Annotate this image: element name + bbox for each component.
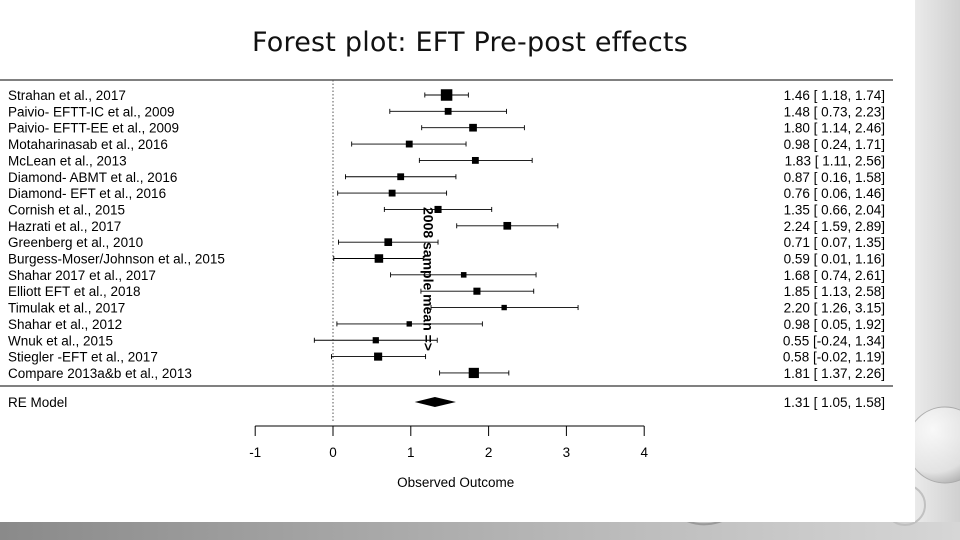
x-tick-label: 1: [407, 445, 415, 460]
point-estimate: [468, 367, 479, 379]
study-label: McLean et al., 2013: [8, 153, 127, 168]
study-label: Diamond- EFT et al., 2016: [8, 186, 166, 201]
study-label: Strahan et al., 2017: [8, 88, 126, 103]
point-estimate: [374, 352, 383, 361]
ci-value: 1.80 [ 1.14, 2.46]: [784, 121, 885, 136]
study-label: Paivio- EFTT-IC et al., 2009: [8, 104, 175, 119]
ci-value: 1.48 [ 0.73, 2.23]: [784, 104, 885, 119]
x-axis-title: Observed Outcome: [397, 475, 514, 490]
ci-value: 0.71 [ 0.07, 1.35]: [784, 235, 885, 250]
slide-title: Forest plot: EFT Pre-post effects: [252, 27, 688, 58]
ci-value: 1.35 [ 0.66, 2.04]: [784, 202, 885, 217]
point-estimate: [406, 321, 412, 327]
point-estimate: [434, 205, 442, 213]
study-label: Motaharinasab et al., 2016: [8, 137, 168, 152]
x-tick-label: -1: [249, 445, 261, 460]
ci-value: 0.98 [ 0.24, 1.71]: [784, 137, 885, 152]
x-tick-label: 3: [563, 445, 571, 460]
point-estimate: [372, 337, 379, 344]
study-label: Wnuk et al., 2015: [8, 333, 113, 348]
point-estimate: [384, 238, 393, 246]
x-tick-label: 0: [329, 445, 337, 460]
ci-value: 1.85 [ 1.13, 2.58]: [784, 284, 885, 299]
study-label: Stiegler -EFT et al., 2017: [8, 350, 158, 365]
ci-value: 1.83 [ 1.11, 2.56]: [785, 153, 885, 168]
point-estimate: [501, 304, 507, 311]
point-estimate: [469, 123, 477, 132]
summary-ci-value: 1.31 [ 1.05, 1.58]: [784, 395, 885, 410]
ci-value: 0.58 [-0.02, 1.19]: [783, 350, 885, 365]
study-label: Diamond- ABMT et al., 2016: [8, 170, 177, 185]
forest-plot: Strahan et al., 2017 1.46 [ 1.18, 1.74] Pa…: [0, 79, 893, 490]
ci-value: 0.87 [ 0.16, 1.58]: [784, 170, 885, 185]
point-estimate: [503, 221, 512, 230]
ci-value: 0.55 [-0.24, 1.34]: [783, 333, 885, 348]
study-label: Elliott EFT et al., 2018: [8, 284, 141, 299]
summary-diamond: [414, 397, 456, 407]
point-estimate: [440, 89, 453, 101]
study-label: Compare 2013a&b et al., 2013: [8, 366, 192, 381]
ci-value: 0.59 [ 0.01, 1.16]: [784, 252, 885, 267]
study-label: Greenberg et al., 2010: [8, 235, 143, 250]
point-estimate: [460, 272, 467, 278]
study-label: Shahar et al., 2012: [8, 317, 122, 332]
study-label: Cornish et al., 2015: [8, 202, 125, 217]
point-estimate: [444, 107, 452, 115]
sample-mean-annotation: 2008 sample mean =>: [421, 207, 437, 351]
x-tick-label: 4: [640, 445, 648, 460]
ci-value: 1.68 [ 0.74, 2.61]: [784, 268, 885, 283]
study-label: Paivio- EFTT-EE et al., 2009: [8, 121, 179, 136]
point-estimate: [374, 254, 384, 263]
study-label: Burgess-Moser/Johnson et al., 2015: [8, 252, 225, 267]
study-label: Timulak et al., 2017: [8, 301, 125, 316]
point-estimate: [397, 173, 405, 181]
ci-value: 1.46 [ 1.18, 1.74]: [784, 88, 885, 103]
x-tick-label: 2: [485, 445, 493, 460]
ci-value: 0.76 [ 0.06, 1.46]: [784, 186, 885, 201]
study-label: Shahar 2017 et al., 2017: [8, 268, 156, 283]
point-estimate: [388, 189, 396, 197]
summary-label: RE Model: [8, 395, 67, 410]
ci-value: 2.20 [ 1.26, 3.15]: [784, 301, 885, 316]
point-estimate: [471, 156, 479, 164]
ci-value: 1.81 [ 1.37, 2.26]: [784, 366, 885, 381]
ci-value: 2.24 [ 1.59, 2.89]: [784, 219, 885, 234]
study-label: Hazrati et al., 2017: [8, 219, 121, 234]
point-estimate: [473, 287, 481, 295]
point-estimate: [405, 140, 413, 148]
ci-value: 0.98 [ 0.05, 1.92]: [784, 317, 885, 332]
